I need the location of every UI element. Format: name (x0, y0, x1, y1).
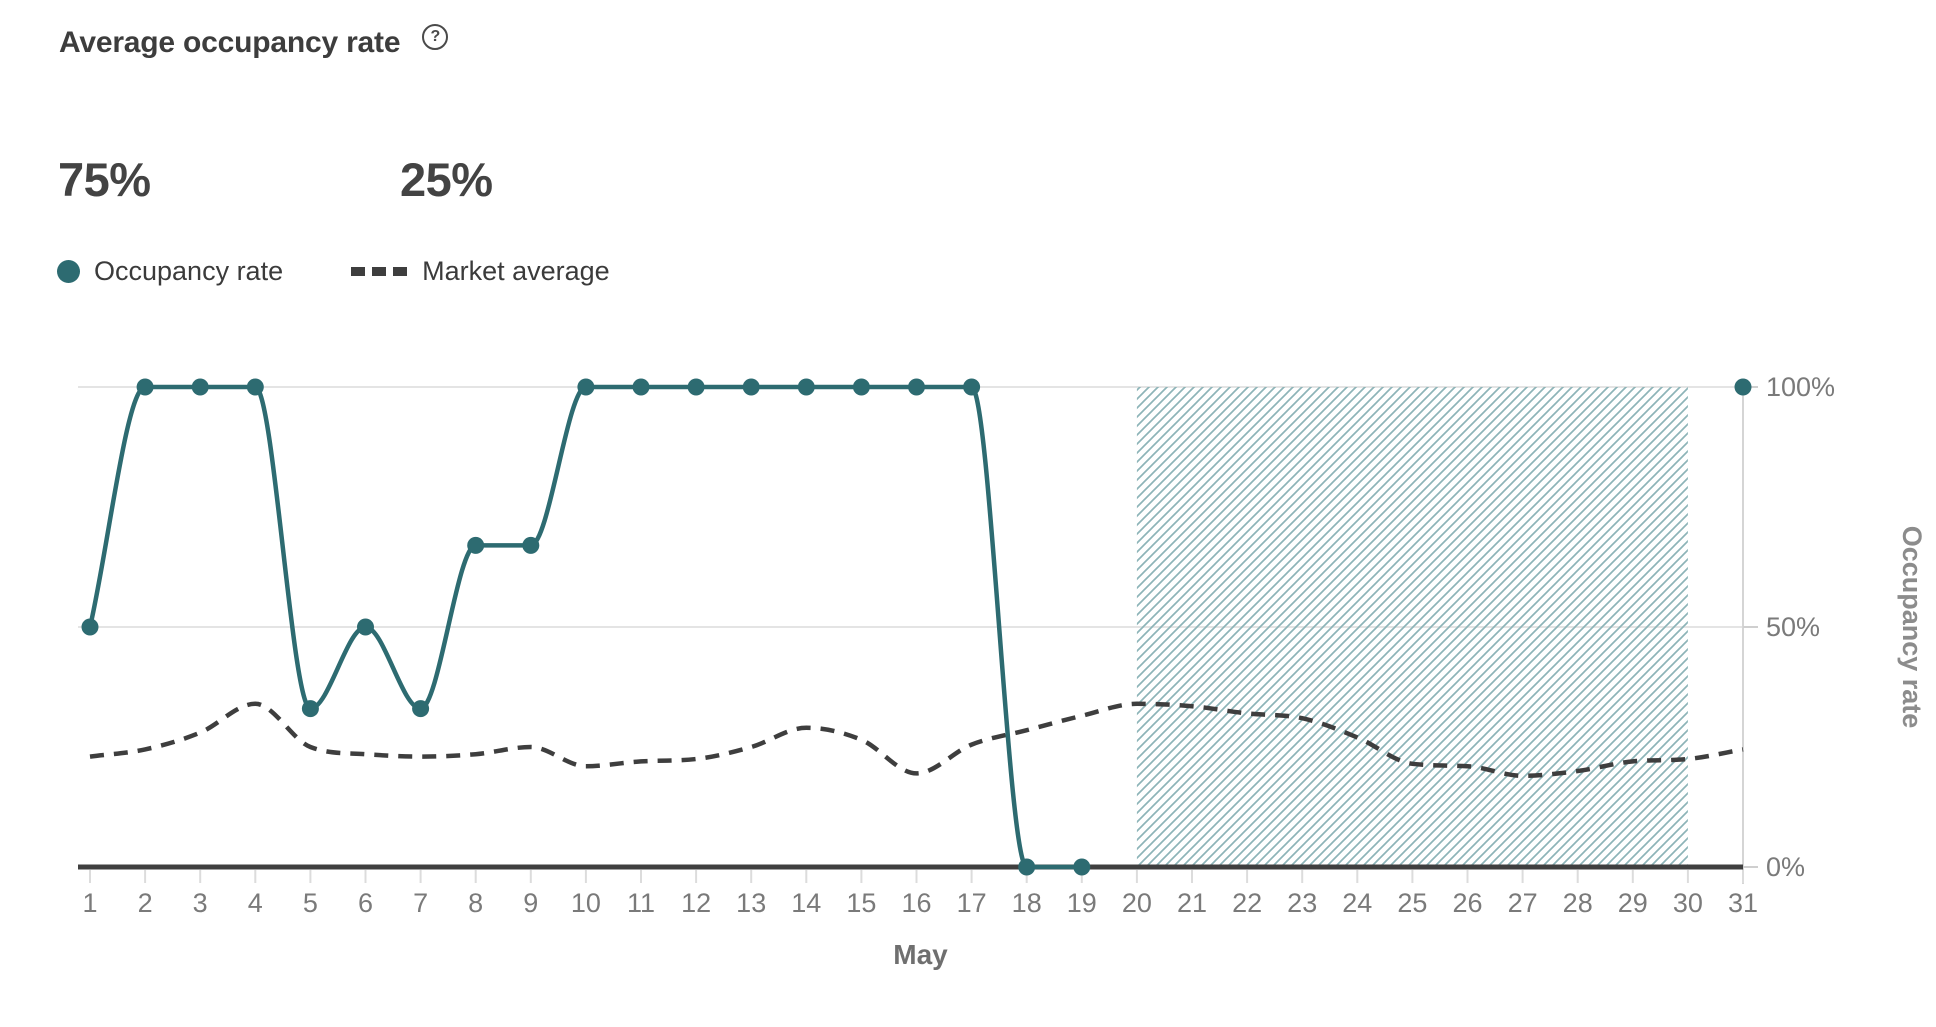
x-tick-label: 5 (303, 888, 318, 918)
occupancy-data-point (1073, 858, 1091, 876)
x-tick-label: 27 (1508, 888, 1538, 918)
occupancy-data-point (852, 378, 870, 396)
occupancy-data-point (301, 700, 319, 718)
occupancy-dot-icon (57, 260, 80, 283)
occupancy-data-point (797, 378, 815, 396)
x-tick-label: 20 (1122, 888, 1152, 918)
market-dash-icon (351, 267, 408, 276)
y-tick-label: 0% (1766, 852, 1805, 882)
occupancy-data-point (963, 378, 981, 396)
occupancy-data-point (246, 378, 264, 396)
x-tick-label: 16 (901, 888, 931, 918)
x-tick-label: 11 (627, 888, 655, 918)
x-tick-label: 4 (248, 888, 263, 918)
occupancy-data-point (81, 618, 99, 636)
y-axis-title: Occupancy rate (1897, 526, 1927, 729)
x-tick-label: 31 (1728, 888, 1758, 918)
x-tick-label: 25 (1397, 888, 1427, 918)
x-tick-label: 12 (681, 888, 711, 918)
x-tick-label: 7 (413, 888, 428, 918)
x-tick-label: 21 (1177, 888, 1207, 918)
occupancy-data-point (1018, 858, 1036, 876)
legend-label-market: Market average (422, 256, 610, 286)
y-tick-label: 100% (1766, 372, 1835, 402)
legend-item-market: Market average (351, 256, 610, 287)
x-tick-label: 29 (1618, 888, 1648, 918)
x-tick-label: 15 (846, 888, 876, 918)
x-tick-label: 24 (1342, 888, 1372, 918)
x-tick-label: 13 (736, 888, 766, 918)
occupancy-data-point (467, 536, 485, 554)
occupancy-data-point (577, 378, 595, 396)
occupancy-data-point (632, 378, 650, 396)
legend-item-occupancy: Occupancy rate (57, 256, 283, 287)
x-tick-label: 23 (1287, 888, 1317, 918)
x-tick-label: 17 (957, 888, 987, 918)
x-tick-label: 26 (1452, 888, 1482, 918)
chart-svg: 0%50%100%1 2 3 4 5 6 7 8 9 10 11 12 13 14 15 16 17 18 19 20… (78, 372, 1927, 970)
help-icon[interactable]: ? (422, 24, 449, 50)
x-axis: 1 2 3 4 5 6 7 8 9 10 11 12 13 14 15 16 17 18 19 20 21 22 23 24 2… (82, 870, 1758, 970)
occupancy-data-point (136, 378, 154, 396)
market-stat-value: 25% (400, 153, 493, 206)
occupancy-data-point (1734, 378, 1752, 396)
occupancy-stat-value: 75% (58, 153, 151, 206)
legend-label-occupancy: Occupancy rate (94, 256, 284, 286)
stats-row: 75% 25% (58, 152, 493, 207)
occupancy-data-point (522, 536, 540, 554)
x-tick-label: 22 (1232, 888, 1262, 918)
x-tick-label: 6 (358, 888, 373, 918)
y-tick-label: 50% (1766, 612, 1820, 642)
x-tick-label: 2 (138, 888, 153, 918)
x-tick-label: 14 (791, 888, 821, 918)
occupancy-data-point (191, 378, 209, 396)
x-tick-label: 19 (1067, 888, 1097, 918)
x-tick-label: 3 (193, 888, 208, 918)
x-axis-title: May (893, 939, 948, 970)
occupancy-data-point (687, 378, 705, 396)
market-average-line (89, 701, 1744, 779)
x-tick-label: 1 (82, 888, 97, 918)
y-axis-right: 0% 50% 100% (1742, 372, 1835, 884)
occupancy-data-point (908, 378, 925, 396)
occupancy-data-point (357, 618, 374, 636)
occupancy-data-point (412, 700, 430, 718)
x-tick-label: 8 (468, 888, 483, 918)
occupancy-rate-line (81, 378, 1752, 876)
occupancy-data-point (742, 378, 760, 396)
x-tick-label: 30 (1673, 888, 1703, 918)
future-dates-hatched-region (1136, 387, 1688, 867)
x-tick-label: 9 (523, 888, 538, 918)
chart-header: Average occupancy rate ? (59, 24, 449, 60)
x-tick-label: 10 (571, 888, 601, 918)
chart-legend: Occupancy rate Market average (57, 256, 610, 287)
x-tick-label: 18 (1012, 888, 1042, 918)
occupancy-chart: 0% 50% 100% 1 2 3 4 5 6 7 8 9 10 11 12 13 14 15 16 17 18 19 20… (0, 330, 1936, 1022)
chart-title: Average occupancy rate (59, 26, 401, 59)
x-tick-label: 28 (1563, 888, 1593, 918)
